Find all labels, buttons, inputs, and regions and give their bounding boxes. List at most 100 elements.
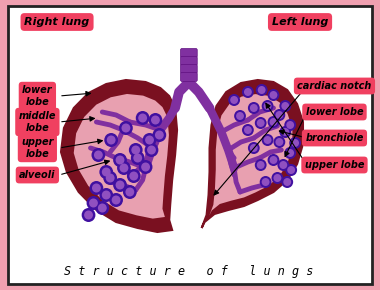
Circle shape xyxy=(271,172,283,184)
Circle shape xyxy=(84,211,93,220)
Circle shape xyxy=(99,165,113,179)
Circle shape xyxy=(123,185,137,199)
Circle shape xyxy=(279,126,291,138)
Circle shape xyxy=(285,164,297,176)
Circle shape xyxy=(112,195,120,204)
Circle shape xyxy=(103,171,117,185)
Polygon shape xyxy=(209,94,292,215)
Circle shape xyxy=(136,111,149,125)
Circle shape xyxy=(262,178,269,186)
Circle shape xyxy=(116,155,124,164)
Circle shape xyxy=(286,121,294,129)
Text: Right lung: Right lung xyxy=(24,17,90,27)
FancyBboxPatch shape xyxy=(180,48,197,57)
Circle shape xyxy=(260,176,271,188)
Circle shape xyxy=(116,180,124,189)
Circle shape xyxy=(269,91,277,99)
Circle shape xyxy=(291,139,299,147)
Circle shape xyxy=(127,169,141,183)
Circle shape xyxy=(113,178,127,192)
Circle shape xyxy=(242,86,254,98)
Circle shape xyxy=(262,134,274,146)
Circle shape xyxy=(287,166,295,174)
Circle shape xyxy=(274,174,281,182)
Circle shape xyxy=(228,94,240,106)
Circle shape xyxy=(98,204,107,213)
Circle shape xyxy=(279,100,291,112)
Circle shape xyxy=(107,135,116,144)
Circle shape xyxy=(119,121,133,135)
Circle shape xyxy=(82,208,95,222)
Circle shape xyxy=(279,161,287,169)
Circle shape xyxy=(113,153,127,167)
Circle shape xyxy=(87,196,100,210)
Circle shape xyxy=(129,143,142,157)
Text: upper
lobe: upper lobe xyxy=(21,137,54,159)
Circle shape xyxy=(95,201,109,215)
Text: Left lung: Left lung xyxy=(272,17,328,27)
Circle shape xyxy=(131,146,140,155)
Circle shape xyxy=(151,115,160,124)
Circle shape xyxy=(142,133,157,147)
Circle shape xyxy=(230,96,238,104)
Circle shape xyxy=(244,88,252,96)
Circle shape xyxy=(104,133,118,147)
Circle shape xyxy=(234,110,246,122)
Circle shape xyxy=(102,191,111,200)
Circle shape xyxy=(244,126,252,134)
Text: alveoli: alveoli xyxy=(19,170,55,180)
Circle shape xyxy=(122,124,130,133)
Circle shape xyxy=(276,111,283,119)
Circle shape xyxy=(284,147,296,159)
Text: bronchiole: bronchiole xyxy=(305,133,364,143)
FancyBboxPatch shape xyxy=(180,72,197,81)
Circle shape xyxy=(258,86,266,94)
Circle shape xyxy=(264,102,271,110)
Circle shape xyxy=(262,100,274,112)
Text: upper lobe: upper lobe xyxy=(305,160,364,170)
Circle shape xyxy=(94,151,103,160)
Circle shape xyxy=(155,130,164,139)
Circle shape xyxy=(281,176,293,188)
Circle shape xyxy=(276,138,283,146)
Circle shape xyxy=(152,128,166,142)
Circle shape xyxy=(102,168,111,177)
Polygon shape xyxy=(61,80,177,232)
Circle shape xyxy=(89,198,98,208)
Circle shape xyxy=(274,109,285,121)
Circle shape xyxy=(274,136,285,148)
FancyBboxPatch shape xyxy=(180,64,197,73)
Circle shape xyxy=(281,102,289,110)
Circle shape xyxy=(269,156,277,164)
Circle shape xyxy=(257,119,264,127)
Circle shape xyxy=(117,161,131,175)
Circle shape xyxy=(106,173,115,182)
Circle shape xyxy=(242,124,254,136)
Circle shape xyxy=(248,142,260,154)
Polygon shape xyxy=(202,80,303,228)
Text: cardiac notch: cardiac notch xyxy=(297,81,372,91)
Circle shape xyxy=(250,104,258,112)
Circle shape xyxy=(109,193,123,207)
Circle shape xyxy=(256,84,268,96)
Circle shape xyxy=(92,148,105,162)
Circle shape xyxy=(129,171,138,180)
Circle shape xyxy=(268,154,279,166)
Circle shape xyxy=(268,116,279,128)
Circle shape xyxy=(145,143,158,157)
Circle shape xyxy=(138,113,147,122)
Circle shape xyxy=(141,162,150,171)
Circle shape xyxy=(147,146,156,155)
Circle shape xyxy=(145,135,154,144)
Text: S t r u c t u r e   o f   l u n g s: S t r u c t u r e o f l u n g s xyxy=(64,266,314,278)
Circle shape xyxy=(255,117,267,129)
Circle shape xyxy=(92,184,101,193)
Text: lower
lobe: lower lobe xyxy=(22,85,53,107)
Circle shape xyxy=(90,181,103,195)
Circle shape xyxy=(286,149,294,157)
Circle shape xyxy=(131,151,145,165)
Circle shape xyxy=(248,102,260,114)
Polygon shape xyxy=(74,94,169,219)
Circle shape xyxy=(250,144,258,152)
Circle shape xyxy=(269,118,277,126)
